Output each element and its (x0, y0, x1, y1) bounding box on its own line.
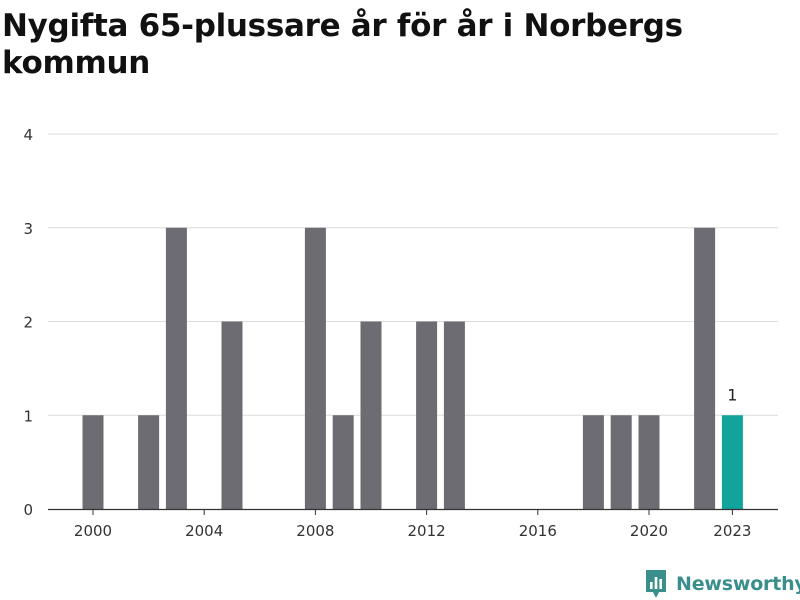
x-tick-label: 2016 (519, 522, 557, 540)
x-tick-label: 2023 (713, 522, 751, 540)
bar-2000 (82, 415, 104, 509)
y-tick-label: 3 (23, 220, 33, 238)
bar-2010 (360, 321, 382, 509)
bar-2009 (332, 415, 354, 509)
bar-2003 (165, 227, 187, 509)
y-tick-label: 1 (23, 407, 33, 425)
data-label: 1 (727, 385, 737, 404)
y-tick-label: 4 (23, 126, 33, 144)
bar-2005 (221, 321, 243, 509)
bar-2008 (304, 227, 326, 509)
brand-name: Newsworthy (676, 573, 800, 595)
bar-2019 (610, 415, 632, 509)
axes: 0 1 2 3 4 2000 2004 2008 2012 2016 2020 2023 (23, 126, 778, 540)
y-tick-label: 2 (23, 314, 33, 332)
bar-chart-icon (646, 570, 666, 598)
chart-title: Nygifta 65-plussare år för år i Norbergs… (2, 8, 683, 81)
x-tick-label: 2020 (630, 522, 668, 540)
y-tick-label: 0 (23, 501, 33, 519)
bar-2022 (694, 227, 716, 509)
bar-2013 (443, 321, 465, 509)
x-tick-label: 2012 (408, 522, 446, 540)
bar-2023 (721, 415, 743, 509)
bar-2002 (138, 415, 160, 509)
gridlines (48, 133, 778, 416)
x-tick-label: 2008 (296, 522, 334, 540)
x-tick-label: 2000 (74, 522, 112, 540)
x-tick-label: 2004 (185, 522, 223, 540)
bar-2020 (638, 415, 660, 509)
newsworthy-logo: Newsworthy (644, 568, 800, 600)
bar-2012 (416, 321, 438, 509)
bar-2018 (582, 415, 604, 509)
bars: 1 (82, 227, 743, 509)
